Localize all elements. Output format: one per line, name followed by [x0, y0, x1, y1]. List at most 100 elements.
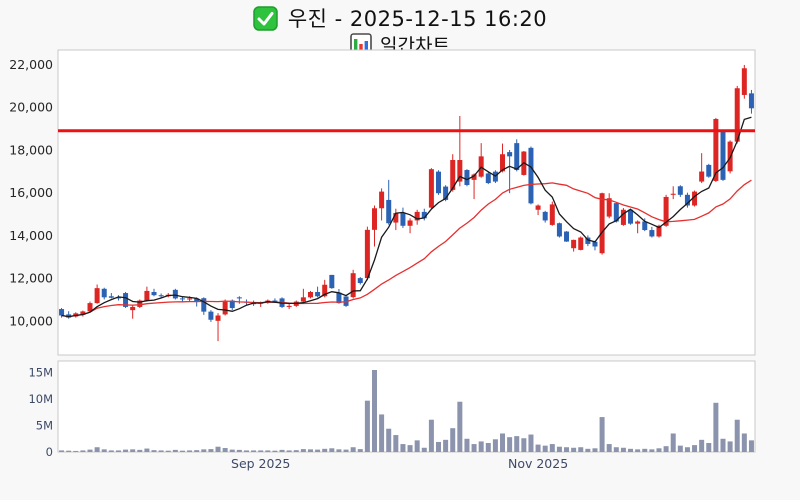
- volume-bar: [684, 447, 690, 452]
- down-candle-body: [628, 209, 634, 224]
- volume-bar: [315, 449, 321, 452]
- up-candle-body: [549, 204, 555, 225]
- up-candle-body: [663, 196, 669, 226]
- volume-bar: [265, 450, 271, 452]
- up-candle-body: [322, 284, 328, 297]
- volume-bar: [279, 449, 285, 452]
- volume-bar: [478, 441, 484, 452]
- volume-bar: [251, 450, 257, 452]
- price-tick-label: 16,000: [9, 185, 53, 200]
- volume-bar: [500, 433, 506, 452]
- volume-bar: [208, 449, 214, 452]
- volume-bar: [578, 447, 584, 452]
- price-tick-label: 20,000: [9, 100, 53, 115]
- down-candle-body: [706, 164, 712, 177]
- volume-bar: [144, 448, 150, 452]
- volume-bar: [521, 438, 527, 452]
- price-tick-label: 10,000: [9, 313, 53, 328]
- x-tick-label: Nov 2025: [508, 456, 568, 471]
- down-candle-body: [507, 152, 513, 157]
- volume-bar: [130, 449, 136, 452]
- down-candle-body: [677, 186, 683, 195]
- volume-bar: [201, 449, 207, 452]
- volume-bar: [748, 440, 754, 452]
- up-candle-body: [428, 169, 434, 208]
- down-candle-body: [556, 223, 562, 237]
- volume-bar: [414, 440, 420, 452]
- price-tick-label: 14,000: [9, 228, 53, 243]
- volume-bar: [329, 448, 335, 452]
- up-candle-body: [620, 209, 626, 225]
- down-candle-body: [357, 278, 363, 284]
- volume-bar: [606, 444, 612, 452]
- volume-bar: [642, 448, 648, 452]
- volume-bar: [379, 414, 385, 452]
- volume-bar: [151, 450, 157, 452]
- volume-bar: [706, 443, 712, 452]
- volume-bar: [258, 450, 264, 452]
- volume-bar: [343, 449, 349, 452]
- up-candle-body: [371, 208, 377, 230]
- down-candle-body: [115, 297, 121, 299]
- up-candle-body: [699, 171, 705, 182]
- up-candle-body: [450, 159, 456, 190]
- volume-bar: [628, 448, 634, 452]
- volume-bar: [371, 369, 377, 452]
- down-candle-body: [229, 300, 235, 309]
- down-candle-body: [642, 221, 648, 231]
- up-candle-body: [87, 303, 93, 312]
- volume-bar: [73, 450, 79, 452]
- volume-bar: [599, 417, 605, 452]
- up-candle-body: [187, 298, 193, 300]
- volume-bar: [137, 449, 143, 452]
- down-candle-body: [485, 173, 491, 184]
- volume-bar: [663, 446, 669, 452]
- volume-tick-label: 5M: [36, 419, 53, 433]
- volume-bar: [322, 448, 328, 452]
- price-panel: [57, 49, 756, 356]
- volume-bar: [471, 444, 477, 452]
- volume-bar: [59, 450, 65, 452]
- volume-bar: [727, 441, 733, 452]
- volume-bar: [492, 439, 498, 452]
- down-candle-body: [59, 309, 65, 316]
- volume-bar: [236, 449, 242, 452]
- volume-bar: [450, 428, 456, 452]
- volume-bar: [108, 450, 114, 452]
- up-candle-body: [379, 191, 385, 209]
- down-candle-body: [236, 297, 242, 299]
- volume-bar: [357, 449, 363, 452]
- volume-bar: [528, 434, 534, 452]
- volume-bar: [585, 448, 591, 452]
- volume-bar: [293, 450, 299, 452]
- up-candle-body: [734, 88, 740, 142]
- down-candle-body: [172, 289, 178, 299]
- up-candle-body: [350, 273, 356, 298]
- volume-bar: [179, 450, 185, 452]
- volume-tick-label: 0: [46, 445, 53, 459]
- volume-bar: [620, 447, 626, 452]
- down-candle-body: [528, 147, 534, 204]
- volume-bar: [514, 436, 520, 452]
- down-candle-body: [443, 186, 449, 200]
- up-candle-body: [300, 297, 306, 302]
- up-candle-body: [307, 291, 313, 298]
- page-title: 우진 - 2025-12-15 16:20: [287, 7, 548, 31]
- up-candle-body: [741, 68, 747, 95]
- down-candle-body: [564, 231, 570, 242]
- up-candle-body: [599, 193, 605, 254]
- price-tick-label: 18,000: [9, 142, 53, 157]
- down-candle-body: [208, 311, 214, 320]
- down-candle-body: [329, 274, 335, 289]
- volume-bar: [400, 444, 406, 452]
- up-candle-body: [457, 159, 463, 182]
- up-candle-body: [571, 239, 577, 249]
- volume-bar: [713, 402, 719, 452]
- up-candle-body: [364, 229, 370, 279]
- check-icon: [253, 5, 278, 31]
- ma-long-line: [61, 179, 752, 318]
- volume-bar: [485, 443, 491, 452]
- volume-bar: [592, 448, 598, 452]
- down-candle-body: [400, 212, 406, 226]
